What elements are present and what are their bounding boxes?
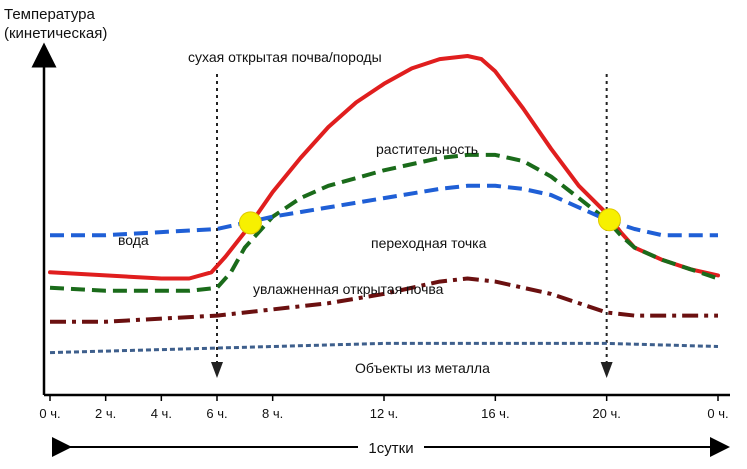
label-metal: Объекты из металла — [355, 360, 490, 376]
vertical-time-markers — [211, 74, 613, 378]
series-lines — [48, 54, 720, 355]
x-tick-label: 16 ч. — [481, 406, 509, 421]
x-tick-label: 12 ч. — [370, 406, 398, 421]
x-tick-label: 0 ч. — [707, 406, 728, 421]
crossover-points — [238, 208, 621, 235]
x-tick-label: 0 ч. — [39, 406, 60, 421]
label-wet-soil: увлажненная открытая почва — [253, 281, 444, 297]
vertical-marker-arrow — [600, 362, 613, 378]
x-tick-label: 8 ч. — [262, 406, 283, 421]
label-crossover: переходная точка — [371, 235, 487, 251]
x-tick-label: 4 ч. — [151, 406, 172, 421]
period-label: 1сутки — [368, 440, 413, 457]
crossover-dot — [238, 211, 262, 235]
series-line-1 — [49, 152, 719, 293]
label-vegetation: растительность — [376, 141, 478, 157]
series-line-0 — [48, 54, 720, 281]
x-tick-label: 20 ч. — [592, 406, 620, 421]
y-axis-label-line-1: Температура — [4, 6, 96, 23]
label-dry-soil: сухая открытая почва/породы — [188, 49, 382, 65]
series-line-3 — [50, 276, 718, 324]
vertical-marker-arrow — [211, 362, 223, 378]
x-tick-label: 6 ч. — [206, 406, 227, 421]
crossover-dot — [597, 208, 621, 232]
label-water: вода — [118, 232, 149, 248]
x-axis-ticks: 0 ч. 2 ч. 4 ч. 6 ч. 8 ч. 12 ч. 16 ч. 20 ч. 0 ч. — [39, 395, 729, 421]
y-axis-label-line-2: (кинетическая) — [4, 25, 107, 42]
series-line-4 — [49, 341, 719, 355]
x-tick-label: 2 ч. — [95, 406, 116, 421]
